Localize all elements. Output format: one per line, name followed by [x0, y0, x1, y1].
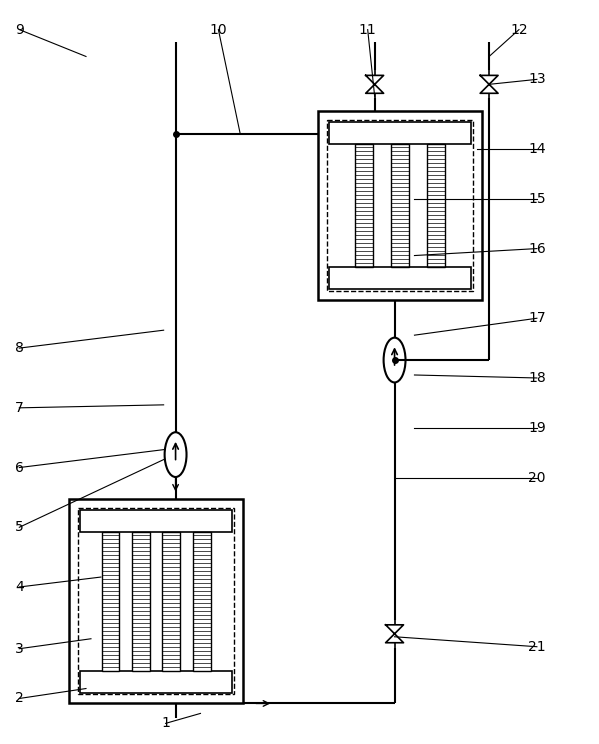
Text: 20: 20 [528, 470, 546, 484]
Text: 16: 16 [528, 242, 546, 256]
Text: 11: 11 [359, 22, 377, 36]
Ellipse shape [165, 432, 186, 477]
Text: 13: 13 [528, 72, 546, 86]
Bar [193, 532, 211, 670]
Text: 10: 10 [210, 22, 227, 36]
Bar [426, 144, 444, 268]
Text: 1: 1 [161, 716, 170, 731]
Bar [391, 144, 409, 268]
Bar [80, 510, 232, 532]
Text: 17: 17 [528, 311, 546, 325]
Bar [162, 532, 180, 670]
Bar [329, 268, 471, 289]
Text: 21: 21 [528, 640, 546, 654]
Text: 8: 8 [15, 341, 24, 355]
Text: 12: 12 [510, 22, 528, 36]
Text: 2: 2 [15, 691, 24, 705]
Text: 19: 19 [528, 421, 546, 434]
Ellipse shape [383, 338, 406, 382]
Text: 3: 3 [15, 642, 24, 655]
Bar [355, 144, 373, 268]
Bar [78, 508, 234, 694]
Bar [329, 122, 471, 144]
Bar [318, 111, 482, 301]
Text: 15: 15 [528, 192, 546, 206]
Bar [327, 121, 473, 292]
Bar [101, 532, 119, 670]
Text: 14: 14 [528, 142, 546, 156]
Text: 7: 7 [15, 401, 24, 415]
Text: 6: 6 [15, 461, 24, 475]
Bar [80, 670, 232, 693]
Text: 4: 4 [15, 580, 24, 594]
Text: 18: 18 [528, 371, 546, 385]
Text: 9: 9 [15, 22, 24, 36]
Text: 5: 5 [15, 520, 24, 534]
Bar [69, 499, 243, 704]
Bar [132, 532, 150, 670]
